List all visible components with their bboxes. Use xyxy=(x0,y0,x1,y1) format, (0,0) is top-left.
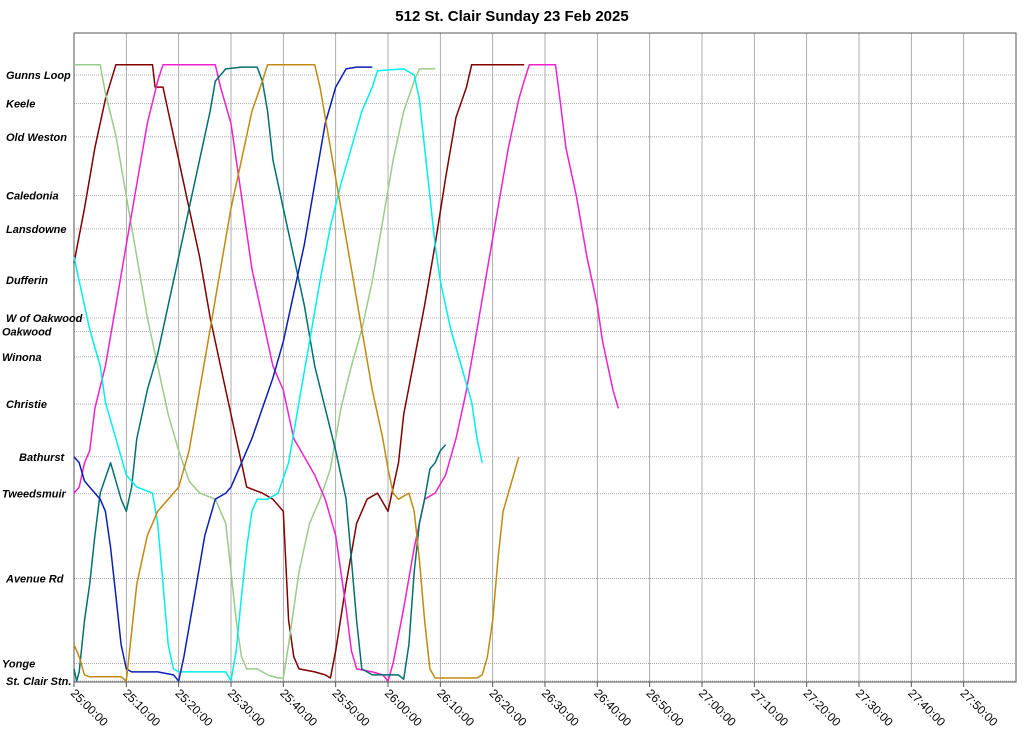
time-tick-label: 25:10:00 xyxy=(120,686,163,729)
stop-labels: Gunns Loop Keele Old Weston Caledonia Lansdo… xyxy=(2,70,83,688)
time-tick-label: 27:00:00 xyxy=(696,686,739,729)
stop-label: Dufferin xyxy=(6,275,48,287)
time-tick-label: 25:20:00 xyxy=(173,686,216,729)
vehicle-trace xyxy=(73,68,483,682)
time-tick-label: 27:10:00 xyxy=(748,686,791,729)
time-tick-label: 27:50:00 xyxy=(958,686,1001,729)
vehicle-traces xyxy=(73,63,620,682)
stop-label: Lansdowne xyxy=(6,224,67,236)
vehicle-trace xyxy=(73,63,520,682)
time-tick-label: 25:00:00 xyxy=(68,686,111,729)
chart-title: 512 St. Clair Sunday 23 Feb 2025 xyxy=(395,8,628,25)
time-tick-label: 25:30:00 xyxy=(225,686,268,729)
stop-label: Avenue Rd xyxy=(5,574,64,586)
stop-label: Oakwood xyxy=(2,326,52,338)
stop-label: Yonge xyxy=(2,658,35,670)
stop-label: Gunns Loop xyxy=(6,70,71,82)
vehicle-trace xyxy=(73,63,525,679)
vehicle-trace xyxy=(73,66,447,682)
time-tick-label: 27:20:00 xyxy=(801,686,844,729)
time-tick-label: 26:10:00 xyxy=(434,686,477,729)
grid xyxy=(73,33,1016,687)
time-tick-label: 26:50:00 xyxy=(644,686,687,729)
time-tick-label: 26:30:00 xyxy=(539,686,582,729)
stop-label: W of Oakwood xyxy=(6,313,83,325)
time-tick-label: 25:50:00 xyxy=(330,686,373,729)
stop-label: Bathurst xyxy=(19,452,66,464)
stop-label: Caledonia xyxy=(6,191,59,203)
time-tick-label: 27:30:00 xyxy=(853,686,896,729)
stop-label: Christie xyxy=(6,399,47,411)
stop-label: St. Clair Stn. xyxy=(6,676,71,688)
plot-frame xyxy=(73,32,1017,683)
stop-label: Tweedsmuir xyxy=(2,489,66,501)
stop-label: Winona xyxy=(2,352,42,364)
vehicle-trace xyxy=(74,63,436,679)
time-tick-label: 26:40:00 xyxy=(591,686,634,729)
vehicle-trace xyxy=(73,66,373,682)
time-tick-label: 27:40:00 xyxy=(905,686,948,729)
time-tick-labels: 25:00:00 25:10:00 25:20:00 25:30:00 25:40:00… xyxy=(68,686,1001,729)
time-tick-label: 26:20:00 xyxy=(487,686,530,729)
stop-label: Keele xyxy=(6,98,35,110)
vehicle-trace xyxy=(73,63,620,682)
time-tick-label: 25:40:00 xyxy=(277,686,320,729)
time-tick-label: 26:00:00 xyxy=(382,686,425,729)
stop-label: Old Weston xyxy=(6,132,67,144)
